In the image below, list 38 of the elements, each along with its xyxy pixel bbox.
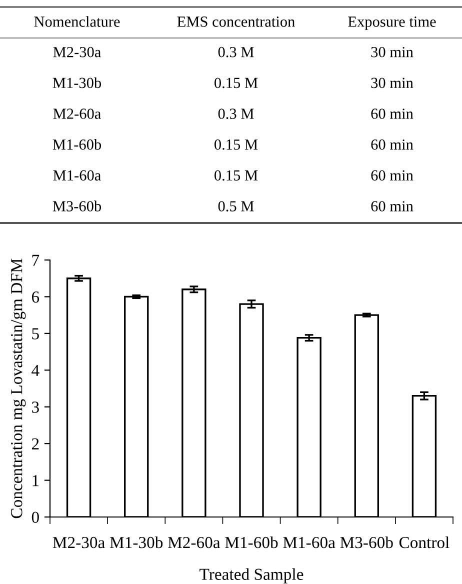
text: 0.15 M bbox=[214, 139, 258, 150]
text: 60 min bbox=[371, 139, 414, 150]
y-axis-title: Concentration mg Lovastatin/gm DFM bbox=[11, 258, 26, 518]
text: M1-60a bbox=[53, 170, 101, 181]
text: M1-30b bbox=[52, 77, 102, 88]
y-tick-label: 4 bbox=[32, 364, 40, 376]
y-tick-label: 7 bbox=[32, 254, 40, 266]
x-tick-label: M3-60b bbox=[340, 536, 393, 548]
text: Exposure time bbox=[348, 16, 436, 30]
text: M2-60a bbox=[53, 108, 101, 119]
text: 30 min bbox=[371, 78, 414, 88]
x-tick-label: Control bbox=[399, 536, 450, 548]
text: 60 min bbox=[371, 108, 414, 119]
x-tick-label: M1-60b bbox=[225, 536, 278, 548]
text: 0.5 M bbox=[218, 201, 254, 212]
x-axis-title: Treated Sample bbox=[200, 568, 304, 584]
text: 0.3 M bbox=[218, 108, 254, 119]
y-tick-label: 0 bbox=[32, 512, 39, 523]
text: 0.3 M bbox=[218, 46, 254, 58]
text: 0.15 M bbox=[214, 78, 258, 88]
x-tick-label: M1-30b bbox=[110, 536, 163, 548]
text: M2-30a bbox=[53, 46, 101, 58]
x-tick-label: M2-60a bbox=[168, 536, 220, 548]
text: 60 min bbox=[371, 201, 414, 212]
text: EMS concentration bbox=[177, 16, 295, 27]
y-tick-label: 3 bbox=[32, 402, 39, 413]
text: 30 min bbox=[371, 46, 414, 58]
text: Nomenclature bbox=[34, 16, 120, 27]
text: M1-60b bbox=[52, 138, 102, 150]
y-tick-label: 6 bbox=[32, 291, 40, 303]
text: M3-60b bbox=[52, 200, 102, 212]
x-tick-label: M2-30a bbox=[52, 536, 105, 548]
y-tick-label: 5 bbox=[32, 328, 39, 340]
y-tick-label: 2 bbox=[32, 438, 39, 450]
y-tick-label: 1 bbox=[32, 475, 39, 486]
text: 0.15 M bbox=[214, 170, 258, 181]
text: 60 min bbox=[371, 170, 414, 181]
x-tick-label: M1-60a bbox=[283, 536, 336, 548]
